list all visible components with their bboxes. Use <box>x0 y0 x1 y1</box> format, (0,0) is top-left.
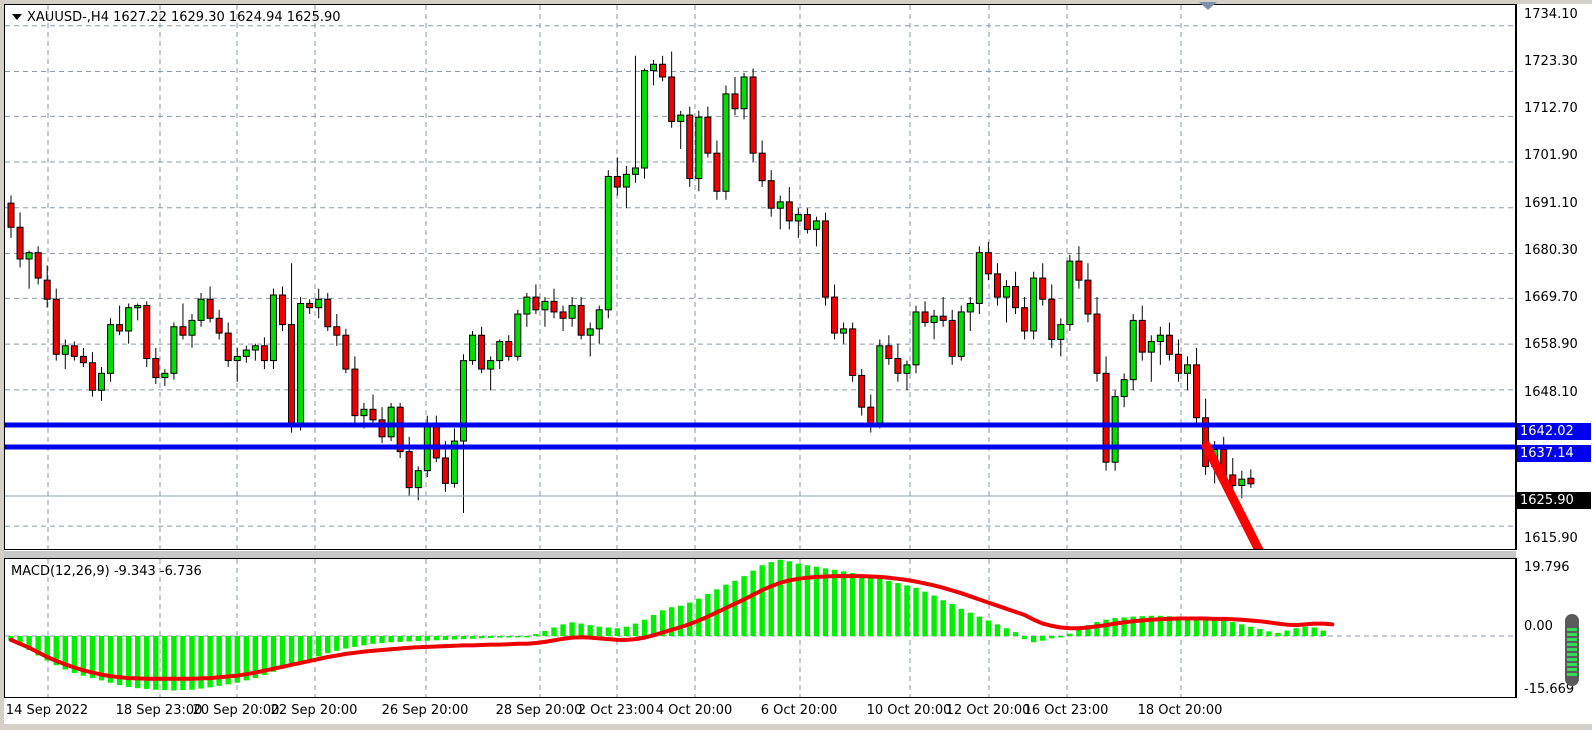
vertical-scroll-slider-icon[interactable] <box>1565 614 1579 686</box>
macd-axis[interactable]: 19.796 0.00 -15.669 <box>1516 558 1592 698</box>
time-tick-label: 26 Sep 20:00 <box>381 703 469 718</box>
time-tick-label: 28 Sep 20:00 <box>495 703 583 718</box>
price-tick-label: 1648.10 <box>1524 385 1578 400</box>
price-tick-label: 1658.90 <box>1524 337 1578 352</box>
price-tick-label: 1691.10 <box>1524 196 1578 211</box>
macd-tick-label: -15.669 <box>1524 682 1575 697</box>
time-tick-label: 14 Sep 2022 <box>5 703 89 718</box>
price-chart-canvas <box>5 5 1515 549</box>
support-level-tag[interactable]: 1637.14 <box>1517 445 1591 462</box>
price-tick-label: 1669.70 <box>1524 290 1578 305</box>
chart-dropdown-caret-icon[interactable] <box>12 14 22 20</box>
time-tick-label: 6 Oct 20:00 <box>760 703 838 718</box>
window-frame-left <box>0 0 4 730</box>
time-axis[interactable]: 14 Sep 2022 18 Sep 23:00 20 Sep 20:00 22 Se… <box>4 699 1592 724</box>
time-tick-label: 10 Oct 20:00 <box>866 703 952 718</box>
window-frame-bottom <box>0 722 1592 730</box>
macd-indicator-pane[interactable]: MACD(12,26,9) -9.343 -6.736 <box>4 558 1516 698</box>
time-tick-label: 20 Sep 20:00 <box>192 703 280 718</box>
time-tick-label: 2 Oct 23:00 <box>577 703 655 718</box>
last-price-tag[interactable]: 1625.90 <box>1517 492 1591 509</box>
chart-shift-marker-icon[interactable] <box>1199 2 1217 10</box>
time-tick-label: 16 Oct 23:00 <box>1023 703 1109 718</box>
price-tick-label: 1734.10 <box>1524 7 1578 22</box>
pane-separator <box>4 551 1516 558</box>
time-tick-label: 4 Oct 20:00 <box>655 703 733 718</box>
time-tick-label: 12 Oct 20:00 <box>945 703 1031 718</box>
price-axis[interactable]: 1734.10 1723.30 1712.70 1701.90 1691.10 1680.… <box>1516 4 1592 550</box>
time-tick-label: 18 Sep 23:00 <box>115 703 203 718</box>
price-tick-label: 1723.30 <box>1524 54 1578 69</box>
macd-tick-label: 0.00 <box>1524 619 1553 634</box>
price-tick-label: 1615.90 <box>1524 531 1578 546</box>
price-tick-label: 1680.30 <box>1524 243 1578 258</box>
price-tick-label: 1712.70 <box>1524 101 1578 116</box>
resistance-level-tag[interactable]: 1642.02 <box>1517 423 1591 440</box>
time-tick-label: 18 Oct 20:00 <box>1137 703 1223 718</box>
price-tick-label: 1701.90 <box>1524 148 1578 163</box>
symbol-ohlc-header: XAUUSD-,H4 1627.22 1629.30 1624.94 1625.… <box>27 10 341 25</box>
time-tick-label: 22 Sep 20:00 <box>270 703 358 718</box>
macd-chart-canvas <box>5 559 1515 697</box>
macd-tick-label: 19.796 <box>1524 560 1570 575</box>
window-frame-top <box>0 0 1592 4</box>
price-chart-pane[interactable]: XAUUSD-,H4 1627.22 1629.30 1624.94 1625.… <box>4 4 1516 550</box>
macd-header-label: MACD(12,26,9) -9.343 -6.736 <box>11 564 202 579</box>
